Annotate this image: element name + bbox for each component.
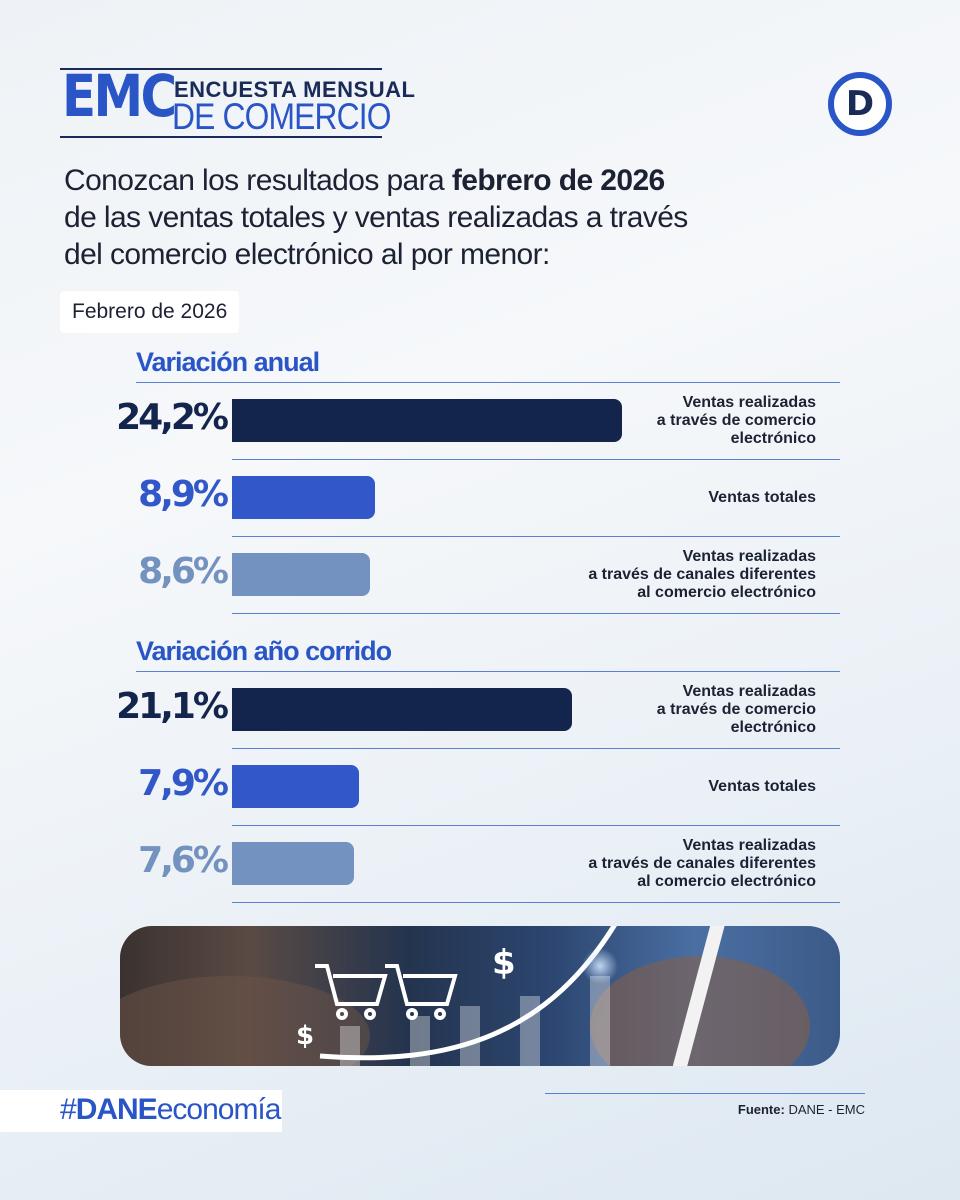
bar — [232, 688, 572, 731]
section-title: Variación año corrido — [136, 636, 392, 666]
dane-logo-icon — [828, 72, 892, 136]
source-text: Fuente: DANE - EMC — [600, 1102, 865, 1117]
category-label: Ventas totales — [708, 777, 816, 795]
row-divider — [232, 825, 840, 826]
value-label: 8,6% — [138, 551, 229, 592]
intro-after: de las ventas totales y ventas realizada… — [64, 201, 688, 271]
bar — [232, 842, 354, 885]
hashtag-rest: economía — [156, 1093, 282, 1126]
emc-logo-frame — [60, 68, 382, 138]
emc-logo: EMC — [62, 62, 177, 130]
row-divider — [232, 613, 840, 614]
banner-illustration: $ $ — [120, 926, 810, 1066]
bar — [232, 765, 359, 808]
intro-bold: febrero de 2026 — [451, 164, 665, 197]
date-badge: Febrero de 2026 — [60, 291, 240, 333]
intro-text: Conozcan los resultados para febrero de … — [64, 162, 704, 273]
hashtag-bold: DANE — [75, 1093, 158, 1126]
row-divider — [232, 536, 840, 537]
source-value: DANE - EMC — [784, 1102, 865, 1117]
row-divider — [136, 671, 840, 672]
emc-logo-line1: ENCUESTA MENSUAL — [174, 77, 416, 102]
value-label: 7,9% — [138, 763, 229, 804]
shopping-cart-icon — [385, 964, 458, 1020]
emc-logo-line2: DE COMERCIO — [172, 96, 391, 137]
row-divider — [232, 459, 840, 460]
category-label: Ventas realizadas a través de comercio e… — [656, 393, 816, 447]
bar — [232, 553, 370, 596]
value-label: 21,1% — [116, 686, 229, 727]
category-label: Ventas realizadas a través de canales di… — [588, 547, 816, 601]
source-label: Fuente: — [737, 1102, 785, 1117]
value-label: 7,6% — [138, 840, 229, 881]
dane-logo-letter: D — [845, 84, 875, 124]
intro-before: Conozcan los resultados para — [64, 164, 452, 197]
hashtag: #DANEeconomía — [60, 1093, 282, 1127]
category-label: Ventas realizadas a través de comercio e… — [656, 682, 816, 736]
row-divider — [232, 748, 840, 749]
bar — [232, 399, 622, 442]
value-label: 24,2% — [116, 397, 229, 438]
hashtag-background — [0, 1090, 282, 1132]
row-divider — [136, 382, 840, 383]
bar — [232, 476, 375, 519]
hashtag-prefix: # — [60, 1093, 77, 1126]
banner-image: $ $ — [120, 926, 840, 1066]
value-label: 8,9% — [138, 474, 229, 515]
category-label: Ventas realizadas a través de canales di… — [588, 836, 816, 890]
section-title: Variación anual — [136, 347, 320, 377]
dollar-icon: $ — [296, 1021, 314, 1051]
row-divider — [232, 902, 840, 903]
source-divider — [545, 1093, 865, 1094]
dollar-icon: $ — [492, 943, 516, 983]
shopping-cart-icon — [315, 964, 388, 1020]
category-label: Ventas totales — [708, 488, 816, 506]
stylus-icon — [673, 926, 725, 1066]
